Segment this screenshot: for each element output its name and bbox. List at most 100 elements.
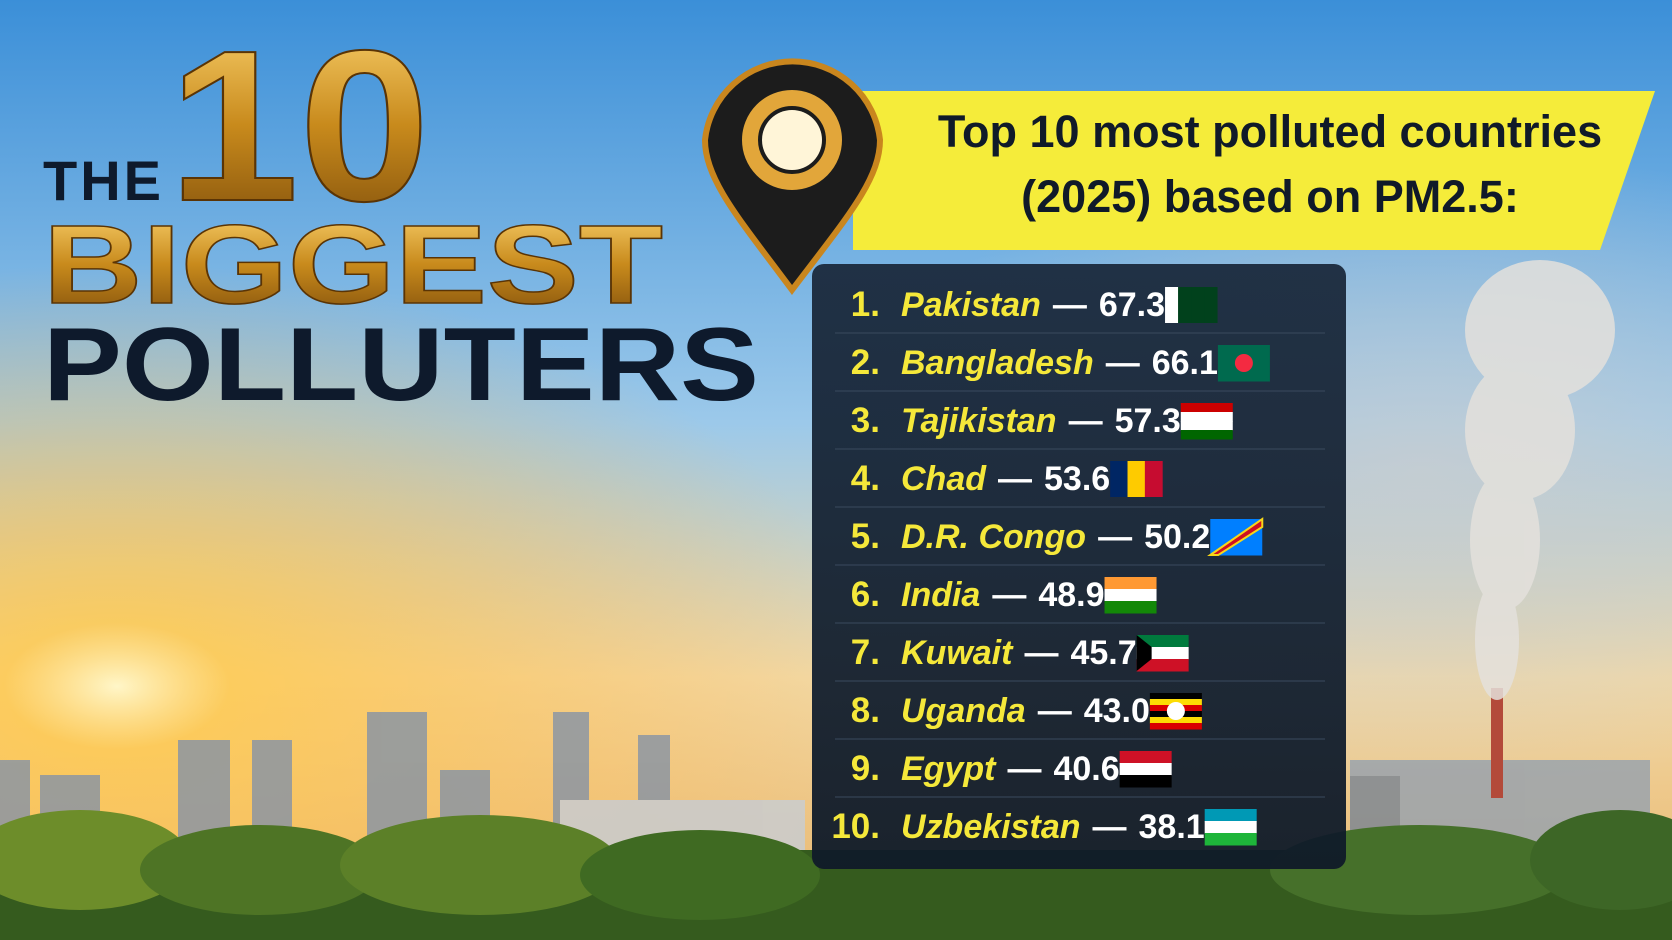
banner [853,91,1655,250]
rank: 3. [851,401,880,440]
separator: — [1106,344,1140,382]
rank: 2. [851,343,880,382]
smoke [1465,260,1615,700]
row-text: D.R. Congo — 50.2 [901,518,1210,556]
list-row: 8. Uganda — 43.0 [835,680,1325,730]
flag-stripe [1119,751,1172,764]
row-text: Pakistan — 67.3 [901,286,1165,324]
flag-stripe [1204,287,1218,323]
row-text: Chad — 53.6 [901,460,1110,498]
flag-stripe [1136,659,1189,672]
headline-number: 10 [168,5,430,246]
flag-icon [1207,517,1264,556]
rank: 9. [851,749,880,788]
map-pin [701,58,884,295]
flag-emblem [1136,635,1152,671]
row-text: India — 48.9 [901,576,1105,614]
row-text: Bangladesh — 66.1 [901,344,1218,382]
headline-polluters: POLLUTERS [43,307,759,423]
list-row: 6. India — 48.9 [835,564,1325,614]
flag-icon [1104,577,1157,614]
country-name: Uganda [901,692,1026,730]
pm25-value: 45.7 [1070,634,1136,672]
rank: 6. [851,575,880,614]
flag-icon [1110,461,1163,497]
country-name: Kuwait [901,634,1014,672]
rank: 8. [851,691,880,730]
separator: — [1093,808,1127,846]
row-text: Kuwait — 45.7 [901,634,1137,672]
list-row: 2. Bangladesh — 66.1 [835,332,1325,382]
flag-stripe [1191,287,1205,323]
country-name: Bangladesh [901,344,1094,382]
flag-icon [1217,345,1270,382]
pm25-value: 40.6 [1053,750,1119,788]
country-name: Tajikistan [901,402,1057,440]
separator: — [1069,402,1103,440]
country-name: D.R. Congo [901,518,1086,556]
flag-stripe [1149,693,1202,700]
list-row: 7. Kuwait — 45.7 [835,622,1325,672]
flag-icon [1180,403,1233,440]
pm25-value: 38.1 [1139,808,1205,846]
flag-stripe [1104,589,1157,602]
flag-icon [1165,287,1218,323]
smokestack [1491,688,1503,798]
rank: 5. [851,517,880,556]
list-row: 1. Pakistan — 67.3 [851,285,1218,324]
flag-emblem [1234,354,1253,372]
flag-stripe [1204,809,1257,822]
separator: — [998,460,1032,498]
separator: — [1024,634,1058,672]
separator: — [1053,286,1087,324]
flag-stripe [1127,461,1146,497]
list-row: 4. Chad — 53.6 [835,448,1325,498]
flag-stripe [1180,430,1233,440]
row-text: Tajikistan — 57.3 [901,402,1181,440]
country-name: India [901,576,980,614]
country-name: Uzbekistan [901,808,1081,846]
headline-the: THE [43,149,161,212]
flag-stripe [1119,763,1172,776]
country-name: Egypt [901,750,997,788]
flag-stripe [1180,412,1233,422]
rank: 4. [851,459,880,498]
flag-stripe [1204,833,1257,846]
row-text: Egypt — 40.6 [901,750,1120,788]
rank: 1. [851,285,880,324]
rank: 7. [851,633,880,672]
flag-stripe [1149,717,1202,724]
ranking-list: 1. Pakistan — 67.3 2. Bangladesh — 66.1 3. Tajiki… [831,285,1325,846]
pm25-value: 53.6 [1044,460,1110,498]
flag-icon [1204,809,1257,846]
list-row: 5. D.R. Congo — 50.2 [835,506,1325,556]
row-text: Uzbekistan — 38.1 [901,808,1205,846]
flag-icon [1119,751,1172,788]
flag-stripe [1110,461,1129,497]
flag-stripe [1165,287,1179,323]
flag-stripe [1180,403,1233,413]
separator: — [1038,692,1072,730]
pm25-value: 67.3 [1099,286,1165,324]
flag-emblem [1166,702,1185,720]
flag-stripe [1144,461,1163,497]
banner-line-1: Top 10 most polluted countries [938,106,1602,157]
flag-stripe [1104,577,1157,590]
pm25-value: 50.2 [1144,518,1210,556]
flag-icon [1136,635,1189,672]
flag-stripe [1104,601,1157,614]
country-name: Pakistan [901,286,1041,324]
separator: — [1098,518,1132,556]
pm25-value: 57.3 [1115,402,1181,440]
flag-stripe [1149,723,1202,730]
pm25-value: 66.1 [1152,344,1218,382]
flag-icon [1149,693,1202,730]
separator: — [992,576,1026,614]
flag-stripe [1136,635,1189,648]
row-text: Uganda — 43.0 [901,692,1150,730]
flag-stripe [1180,421,1233,431]
banner-line-2: (2025) based on PM2.5: [1021,171,1519,222]
pm25-value: 48.9 [1038,576,1104,614]
